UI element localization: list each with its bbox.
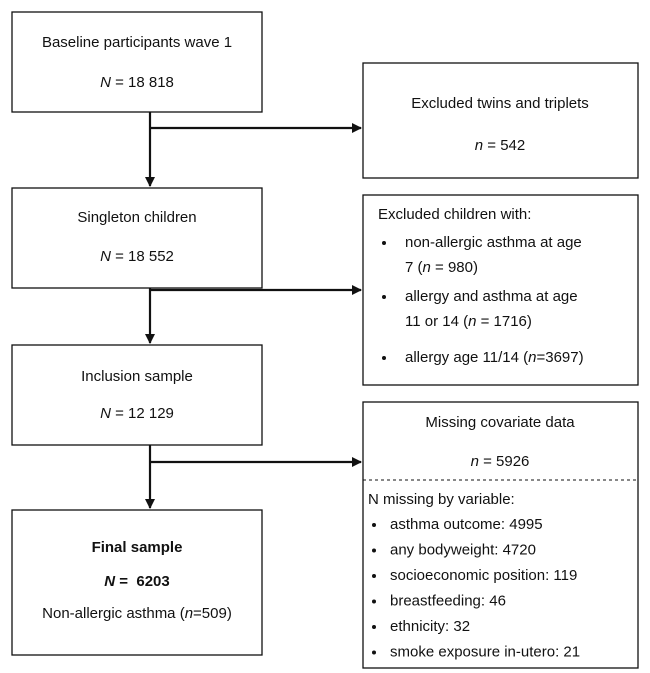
symbol: n: [528, 349, 536, 366]
symbol: N: [104, 573, 116, 590]
bullet: [382, 356, 386, 360]
symbol: n: [475, 137, 483, 154]
value: = 6203: [115, 573, 170, 590]
box-label: Final sample: [92, 539, 183, 556]
box-count: N = 18 552: [100, 248, 174, 265]
box-count: N = 12 129: [100, 405, 174, 422]
item: any bodyweight: 4720: [390, 541, 536, 558]
text: 11 or 14 (: [405, 313, 468, 330]
symbol: n: [185, 605, 193, 622]
text: 7 (: [405, 259, 423, 276]
text: = 1716): [476, 313, 531, 330]
bullet: [372, 574, 376, 578]
symbol: n: [471, 453, 479, 470]
symbol: n: [423, 259, 431, 276]
box-label: Inclusion sample: [81, 368, 193, 385]
bullet: [372, 548, 376, 553]
bullet: [372, 599, 376, 604]
item: 7 (n = 980): [405, 259, 478, 276]
bullet: [372, 650, 376, 655]
item: breastfeeding: 46: [390, 592, 506, 609]
value: = 18 552: [111, 248, 174, 265]
item: ethnicity: 32: [390, 618, 470, 635]
bullet: [372, 523, 376, 527]
text: =509): [193, 605, 232, 622]
box-label: Singleton children: [77, 209, 196, 226]
box-count: N = 6203: [104, 573, 169, 590]
box-count: N = 18 818: [100, 74, 174, 91]
box: [11, 344, 263, 446]
value: = 12 129: [111, 405, 174, 422]
text: allergy age 11/14 (: [405, 349, 528, 366]
item: allergy age 11/14 (n=3697): [405, 349, 584, 366]
text: =3697): [536, 349, 583, 366]
box-count: n = 542: [475, 137, 525, 154]
box-label: Baseline participants wave 1: [42, 34, 232, 51]
symbol: n: [468, 313, 476, 330]
item: smoke exposure in-utero: 21: [390, 643, 580, 660]
box: [11, 509, 263, 656]
bullet: [382, 295, 386, 299]
box: [11, 11, 263, 113]
text: Non-allergic asthma (: [42, 605, 185, 622]
box-label: Missing covariate data: [425, 414, 575, 431]
bullet: [382, 241, 386, 245]
symbol: N: [100, 248, 111, 265]
bullet: [372, 625, 376, 629]
subheading: N missing by variable:: [368, 491, 515, 508]
item: allergy and asthma at age: [405, 288, 578, 305]
value: = 5926: [479, 453, 529, 470]
value: = 18 818: [111, 74, 174, 91]
box-count: n = 5926: [471, 453, 530, 470]
value: = 542: [483, 137, 525, 154]
connectors: [145, 112, 362, 509]
box-label: Excluded twins and triplets: [411, 95, 589, 112]
item: socioeconomic position: 119: [390, 567, 577, 584]
symbol: N: [100, 74, 111, 91]
box-note: Non-allergic asthma (n=509): [42, 605, 232, 622]
item: non-allergic asthma at age: [405, 234, 582, 251]
box: [362, 194, 639, 386]
box: [362, 401, 639, 669]
box: [362, 62, 639, 179]
item: asthma outcome: 4995: [390, 516, 543, 533]
item-list: asthma outcome: 4995 any bodyweight: 4720…: [372, 516, 580, 660]
item: 11 or 14 (n = 1716): [405, 313, 532, 330]
box-label: Excluded children with:: [378, 206, 531, 223]
box: [11, 187, 263, 289]
symbol: N: [100, 405, 111, 422]
text: = 980): [431, 259, 478, 276]
